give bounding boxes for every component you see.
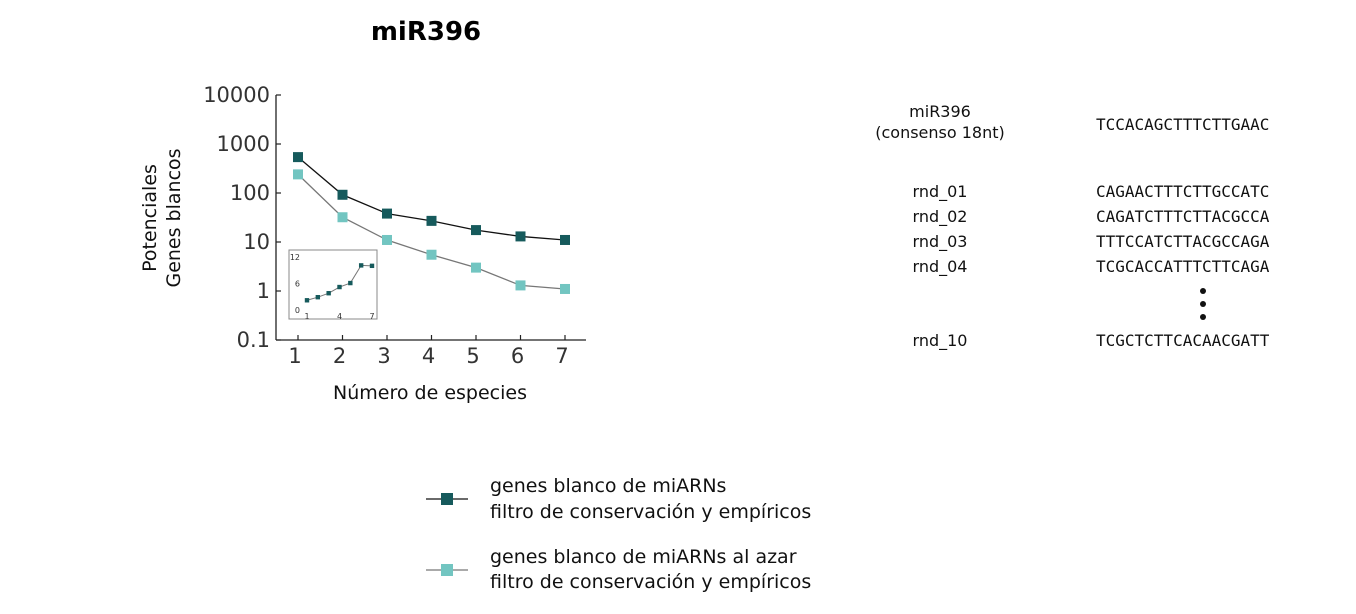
series-2-point [293,169,303,180]
x-tick-label: 7 [555,344,568,368]
x-tick-label: 2 [333,344,346,368]
legend-marker-2 [441,564,453,576]
inset-x-tick-label: 4 [337,312,342,321]
series-1-point [515,231,526,242]
consensus-label-line-1: miR396 [909,102,971,121]
series-1-point [382,208,392,219]
series-1-point [293,152,303,163]
ellipsis-dots [1200,288,1206,320]
y-tick-label: 1 [257,279,270,303]
random-sequence-4: TCGCACCATTTCTTCAGA [1096,257,1270,276]
inset-y-tick-label: 6 [295,280,300,289]
series-2-point [337,212,348,223]
legend-text-1-line-1: genes blanco de miARNs [490,475,726,497]
y-tick-label: 10 [243,230,270,254]
random-sequence-2: CAGATCTTTCTTACGCCA [1096,207,1270,226]
consensus-sequence: TCCACAGCTTTCTTGAAC [1096,115,1269,134]
inset-chart: 0 6 12 1 4 7 [288,249,378,321]
x-tick-label: 5 [466,344,479,368]
inset-series-point [315,294,321,300]
series-2-point [382,234,392,245]
inset-series-point [337,284,342,290]
inset-series-point [326,291,331,296]
series-2-point [560,283,570,294]
random-label-10: rnd_10 [913,331,968,351]
y-axis-label: Potenciales Genes blancos [139,148,185,287]
series-2-point [426,249,437,260]
legend-marker-1 [441,493,453,505]
inset-series-point [369,263,375,269]
series-1-point [337,189,348,200]
consensus-label-line-2: (consenso 18nt) [875,123,1005,142]
series-1-point [560,234,570,245]
y-axis-label-line-1: Potenciales [139,164,161,272]
x-axis-label: Número de especies [333,382,527,404]
inset-content: 0 6 12 1 4 7 [290,253,375,321]
series-1-point [426,215,437,226]
legend-item-2: genes blanco de miARNs al azar filtro de… [426,546,811,593]
series-1-point [471,225,481,236]
random-sequence-10: TCGCTCTTCACAACGATT [1096,331,1270,350]
inset-y-tick-label: 12 [290,253,300,262]
inset-x-tick-label: 1 [304,312,309,321]
x-tick-label: 1 [288,344,301,368]
inset-series-point [348,280,353,286]
random-label-2: rnd_02 [913,207,968,227]
y-tick-label: 0.1 [237,328,270,352]
inset-series-point [304,298,310,303]
y-tick-label: 10000 [203,83,270,107]
ellipsis-dot [1200,301,1206,307]
random-sequence-1: CAGAACTTTCTTGCCATC [1096,182,1269,201]
legend: genes blanco de miARNs filtro de conserv… [426,475,811,593]
random-label-1: rnd_01 [913,182,968,202]
inset-x-tick-label: 7 [369,312,374,321]
x-tick-label: 3 [377,344,390,368]
ellipsis-dot [1200,314,1206,320]
legend-text-1-line-2: filtro de conservación y empíricos [490,501,811,523]
random-label-4: rnd_04 [913,257,968,277]
ellipsis-dot [1200,288,1206,294]
series-2-point [471,262,481,273]
y-axis-label-line-2: Genes blancos [163,148,185,287]
inset-series-point [358,263,364,268]
inset-frame [288,249,378,320]
legend-item-1: genes blanco de miARNs filtro de conserv… [426,475,811,523]
inset-y-tick-label: 0 [295,306,300,315]
sequence-table: miR396 (consenso 18nt) TCCACAGCTTTCTTGAA… [875,102,1270,351]
x-tick-label: 4 [422,344,435,368]
y-tick-label: 100 [230,181,270,205]
random-sequence-3: TTTCCATCTTACGCCAGA [1096,232,1270,251]
random-label-3: rnd_03 [913,232,968,252]
legend-text-2-line-1: genes blanco de miARNs al azar [490,546,797,568]
series-2-point [515,280,526,291]
main-series [293,152,570,294]
y-tick-label: 1000 [217,132,270,156]
x-tick-label: 6 [511,344,524,368]
chart-title: miR396 [371,17,481,47]
legend-text-2-line-2: filtro de conservación y empíricos [490,571,811,593]
